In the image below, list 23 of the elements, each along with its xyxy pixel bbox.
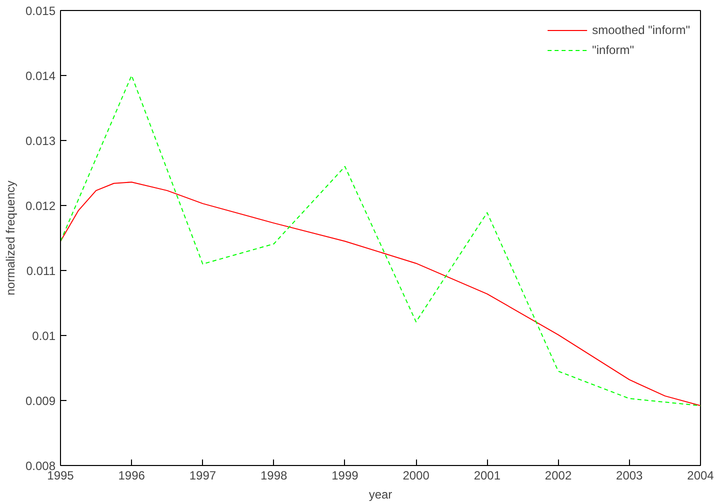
x-tick-label: 1995: [47, 468, 74, 482]
y-tick-label: 0.012: [25, 199, 56, 213]
x-axis-title: year: [368, 488, 392, 502]
y-tick-label: 0.009: [25, 394, 56, 408]
x-tick-label: 1998: [260, 468, 288, 482]
x-tick-label: 2001: [474, 468, 501, 482]
y-axis-title: normalized frequency: [3, 180, 18, 296]
legend-label: "inform": [592, 43, 634, 57]
x-tick-label: 2004: [687, 468, 714, 482]
line-series: [60, 182, 700, 406]
x-tick-label: 2002: [544, 468, 572, 482]
y-tick-label: 0.015: [25, 4, 56, 18]
x-tick-label: 1997: [189, 468, 216, 482]
x-tick-label: 2000: [402, 468, 430, 482]
y-tick-label: 0.014: [25, 69, 56, 83]
x-tick-label: 2003: [616, 468, 644, 482]
y-tick-label: 0.013: [25, 134, 56, 148]
y-tick-label: 0.01: [32, 329, 56, 343]
x-tick-label: 1999: [332, 468, 359, 482]
x-tick-label: 1996: [118, 468, 146, 482]
y-tick-label: 0.011: [26, 264, 56, 278]
legend-label: smoothed "inform": [592, 23, 690, 37]
line-series: [60, 75, 700, 406]
